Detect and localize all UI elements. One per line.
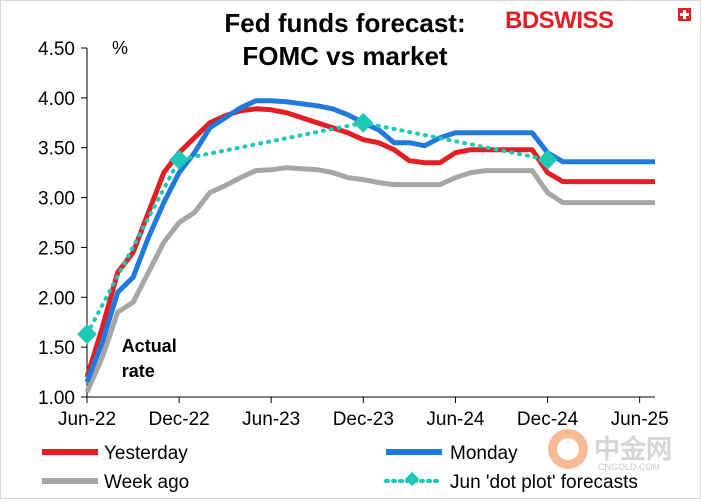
series-layer <box>77 98 655 394</box>
x-tick-label: Jun-23 <box>242 409 300 430</box>
y-axis: 1.00 1.50 2.00 2.50 3.00 3.50 4.00 4.50 <box>38 39 88 409</box>
chart-subtitle: FOMC vs market <box>242 41 448 71</box>
series-line-jun-dot-plot-forecasts <box>85 120 550 337</box>
y-tick-label: 4.50 <box>38 39 75 60</box>
chart-title: Fed funds forecast: <box>224 8 465 38</box>
dot-plot-point <box>537 149 558 170</box>
watermark-cn-text: 中金网 <box>594 434 672 464</box>
y-tick-label: 4.00 <box>38 89 75 110</box>
x-axis: Jun-22 Dec-22 Jun-23 Dec-23 Jun-24 Dec-24 Jun-… <box>58 396 669 430</box>
brand-logo: BDSWISS <box>505 7 691 34</box>
y-tick-label: 2.00 <box>38 288 75 309</box>
x-tick-label: Jun-22 <box>58 409 116 430</box>
x-tick-label: Jun-25 <box>611 409 669 430</box>
y-tick-label: 1.00 <box>38 388 75 409</box>
dot-plot-point <box>77 324 97 345</box>
legend-item-week-ago: Week ago <box>42 472 189 493</box>
annotation-line-1: Actual <box>122 336 177 356</box>
series-line-week-ago <box>84 165 655 394</box>
series-line-yesterday <box>84 106 655 378</box>
legend-item-yesterday: Yesterday <box>42 443 188 464</box>
y-tick-label: 3.50 <box>38 139 75 160</box>
watermark-inner-icon <box>557 438 579 460</box>
annotation-line-2: rate <box>122 361 155 381</box>
watermark-url-text: CNGOLD.COM <box>598 462 660 472</box>
legend-label-week-ago: Week ago <box>104 472 189 493</box>
y-tick-label: 2.50 <box>38 238 75 259</box>
legend-item-monday: Monday <box>386 443 518 464</box>
legend: Yesterday Monday Week ago Jun 'dot plot'… <box>42 443 638 493</box>
legend-label-yesterday: Yesterday <box>104 443 188 464</box>
y-axis-unit-label: % <box>112 38 128 58</box>
x-tick-label: Dec-24 <box>517 409 579 430</box>
y-tick-label: 1.50 <box>38 338 75 359</box>
legend-label-dot-plot: Jun 'dot plot' forecasts <box>450 472 638 493</box>
watermark: 中金网 CNGOLD.COM <box>548 429 672 472</box>
annotation-actual-rate: Actual rate <box>122 336 177 381</box>
y-tick-label: 3.00 <box>38 189 75 210</box>
dot-plot-point <box>169 149 190 170</box>
logo-text: BDSWISS <box>505 7 614 34</box>
x-tick-label: Jun-24 <box>426 409 485 430</box>
x-tick-label: Dec-23 <box>333 409 394 430</box>
logo-cross-h <box>680 13 689 16</box>
x-tick-label: Dec-22 <box>148 409 209 430</box>
legend-diamond-icon <box>404 471 420 487</box>
legend-item-dot-plot: Jun 'dot plot' forecasts <box>384 471 638 493</box>
legend-label-monday: Monday <box>450 443 518 464</box>
